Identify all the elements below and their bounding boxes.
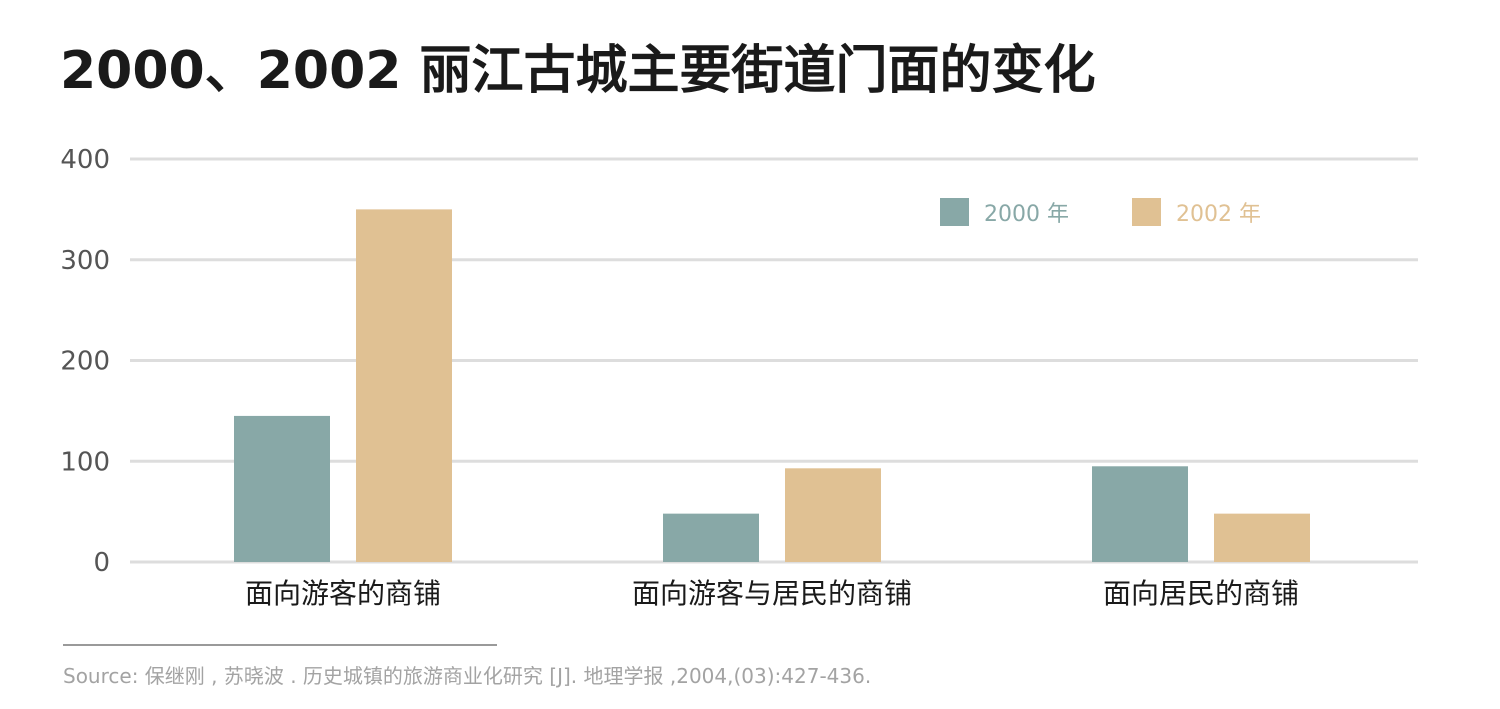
bar-2000-0: [234, 415, 330, 562]
grid-lines: [130, 157, 1418, 564]
chart-title: 2000、2002 丽江古城主要街道门面的变化: [60, 41, 1096, 101]
bars: [234, 209, 1310, 562]
y-tick-label: 200: [60, 347, 110, 377]
bar-2000-1: [663, 513, 759, 562]
category-label: 面向游客与居民的商铺: [632, 577, 912, 610]
source-divider: [63, 644, 497, 646]
legend-swatch: [1132, 198, 1161, 226]
y-tick-label: 400: [60, 145, 110, 175]
y-axis-ticks: 0 100 200 300 400: [60, 145, 110, 578]
legend: 2000 年 2002 年: [940, 198, 1261, 227]
legend-label: 2002 年: [1176, 202, 1261, 227]
y-tick-label: 300: [60, 246, 110, 276]
bar-2002-0: [356, 209, 452, 562]
category-label: 面向游客的商铺: [245, 577, 441, 610]
legend-label: 2000 年: [984, 202, 1069, 227]
category-label: 面向居民的商铺: [1103, 577, 1299, 610]
source-note: Source: 保继刚 , 苏晓波 . 历史城镇的旅游商业化研究 [J]. 地理…: [63, 664, 872, 688]
y-tick-label: 0: [93, 548, 110, 578]
bar-2002-1: [785, 468, 881, 562]
legend-swatch: [940, 198, 969, 226]
x-axis-categories: 面向游客的商铺 面向游客与居民的商铺 面向居民的商铺: [245, 577, 1299, 610]
y-tick-label: 100: [60, 447, 110, 477]
bar-2002-2: [1214, 513, 1310, 562]
bar-2000-2: [1092, 466, 1188, 562]
